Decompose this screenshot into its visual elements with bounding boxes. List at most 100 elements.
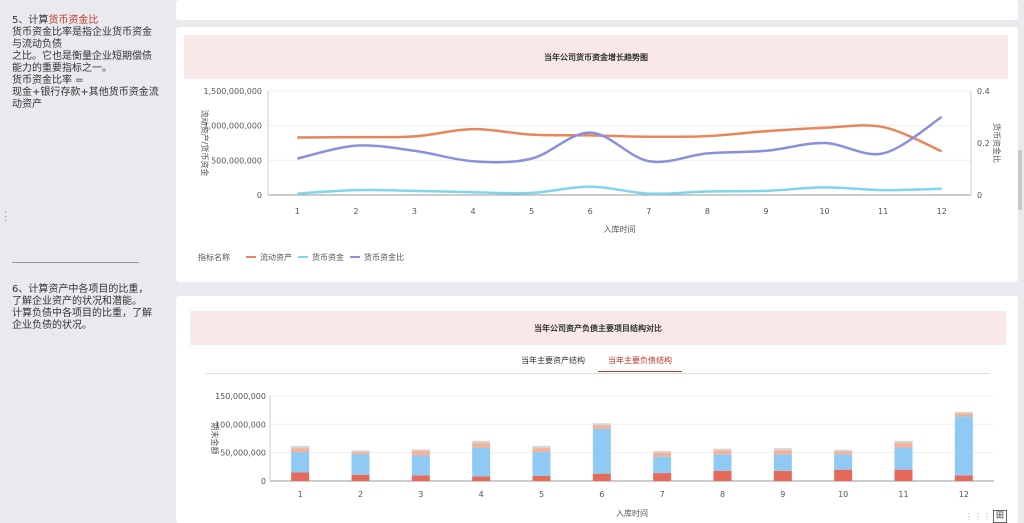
- series-line: [297, 185, 942, 196]
- x-tick-label: 1: [295, 207, 300, 216]
- x-tick-label: 6: [599, 490, 604, 499]
- x-tick-label: 5: [539, 490, 544, 499]
- x-tick-label: 3: [412, 207, 417, 216]
- bar-segment: [532, 448, 551, 453]
- divider: [12, 262, 139, 263]
- y-tick-label: 50,000,000: [220, 449, 266, 458]
- tab-bar: 当年主要资产结构 当年主要负债结构: [176, 353, 1018, 375]
- bar-segment: [954, 413, 973, 417]
- bar-segment: [472, 476, 491, 481]
- bar-segment: [713, 454, 732, 471]
- x-tick-label: 7: [646, 207, 651, 216]
- bar-segment: [653, 456, 672, 474]
- x-tick-label: 12: [959, 490, 969, 499]
- bar-segment: [411, 475, 430, 481]
- bar-segment: [592, 425, 611, 429]
- bar-segment: [351, 450, 370, 453]
- scrollbar[interactable]: [1018, 150, 1022, 210]
- section-6: 6、计算资产中各项目的比重， 了解企业资产的状况和潜能。 计算负债中各项目的比重…: [12, 284, 164, 332]
- section-5-line: 现金+银行存款+其他货币资金流: [12, 87, 159, 98]
- x-tick-label: 11: [878, 207, 888, 216]
- x-tick-label: 4: [479, 490, 484, 499]
- section-5-line: 货币资金比率 =: [12, 75, 84, 86]
- tab-asset-structure[interactable]: 当年主要资产结构: [521, 356, 585, 365]
- y-tick-label: 100,000,000: [215, 420, 266, 429]
- bar-segment: [351, 474, 370, 481]
- section-5-line: 动资产: [12, 99, 42, 110]
- y-tick-label: 0: [261, 477, 266, 486]
- bar-segment: [472, 447, 491, 477]
- bar-segment: [713, 470, 732, 481]
- drag-handle-icon[interactable]: · · ·: [4, 208, 8, 227]
- bar-segment: [653, 450, 672, 453]
- bar-segment: [592, 428, 611, 474]
- bar-segment: [894, 447, 913, 470]
- legend-label: 货币资金: [312, 252, 344, 262]
- y-axis-title: 期末金额: [210, 423, 220, 455]
- bar-segment: [834, 454, 853, 470]
- resize-dots-icon: ⋮⋮⋮: [965, 512, 992, 521]
- section-5-line: 货币资金比率是指企业货币资金: [12, 27, 152, 38]
- y-tick-label: 500,000,000: [211, 156, 262, 165]
- x-tick-label: 5: [529, 207, 534, 216]
- bar-segment: [834, 469, 853, 481]
- x-tick-label: 9: [780, 490, 785, 499]
- bar-segment: [291, 452, 310, 473]
- bar-segment: [773, 450, 792, 455]
- x-tick-label: 4: [470, 207, 475, 216]
- legend-label: 流动资产: [260, 252, 292, 262]
- bar-segment: [713, 450, 732, 455]
- x-tick-label: 11: [898, 490, 908, 499]
- series-line: [297, 124, 943, 153]
- bar-segment: [411, 450, 430, 456]
- y-axis-title: 流动资产/货币资金: [200, 110, 210, 177]
- bar-segment: [773, 448, 792, 451]
- x-tick-label: 10: [819, 207, 829, 216]
- y-tick-label: 1,500,000,000: [203, 87, 262, 96]
- section-6-line: 6、计算资产中各项目的比重，: [12, 284, 149, 295]
- bar-segment: [773, 454, 792, 471]
- section-5: 5、计算货币资金比 货币资金比率是指企业货币资金 与流动负债 之比。它也是衡量企…: [12, 15, 164, 111]
- bar-segment: [411, 449, 430, 451]
- legend-label: 货币资金比: [364, 252, 404, 262]
- x-tick-label: 12: [937, 207, 947, 216]
- line-chart-title: 当年公司货币资金增长趋势图: [184, 35, 1008, 79]
- bar-segment: [532, 452, 551, 476]
- bar-segment: [291, 448, 310, 453]
- bar-segment: [954, 475, 973, 481]
- bar-segment: [291, 472, 310, 481]
- bar-segment: [713, 448, 732, 451]
- tab-liability-structure[interactable]: 当年主要负债结构: [598, 353, 682, 372]
- bar-segment: [592, 473, 611, 481]
- section-6-line: 计算负债中各项目的比重，了解: [12, 308, 152, 319]
- legend-title: 指标名称: [198, 252, 230, 262]
- bar-segment: [532, 445, 551, 449]
- x-axis-title: 入库时间: [616, 508, 648, 518]
- section-5-prefix: 5、计算: [12, 15, 49, 26]
- section-5-highlight: 货币资金比: [48, 15, 99, 26]
- bar-segment: [351, 454, 370, 475]
- bar-segment: [472, 440, 491, 444]
- series-line: [297, 115, 943, 164]
- grid-icon[interactable]: ⊞: [993, 510, 1007, 523]
- x-tick-label: 9: [763, 207, 768, 216]
- line-chart: 0 500,000,000 1,000,000,000 1,500,000,000 0 0…: [198, 87, 1002, 262]
- x-tick-label: 8: [705, 207, 710, 216]
- y2-axis-title: 货币资金比: [992, 123, 1002, 163]
- y-tick-label: 1,000,000,000: [203, 122, 262, 131]
- bar-segment: [653, 452, 672, 457]
- bar-segment: [954, 411, 973, 414]
- bar-segment: [592, 423, 611, 426]
- bar-segment: [894, 469, 913, 481]
- bar-chart-card: 当年公司资产负债主要项目结构对比 当年主要资产结构 当年主要负债结构 0 50,0…: [176, 296, 1018, 523]
- bar-segment: [834, 451, 853, 455]
- x-tick-label: 6: [588, 207, 593, 216]
- y2-tick-label: 0.2: [977, 139, 990, 148]
- x-tick-label: 8: [720, 490, 725, 499]
- bar-segment: [411, 455, 430, 476]
- line-chart-card: 当年公司货币资金增长趋势图 0 500,000,000 1,000,000,000 1…: [176, 27, 1018, 282]
- y-tick-label: 150,000,000: [215, 392, 266, 401]
- tab-underline: [206, 373, 990, 374]
- section-6-line: 企业负债的状况。: [12, 320, 92, 331]
